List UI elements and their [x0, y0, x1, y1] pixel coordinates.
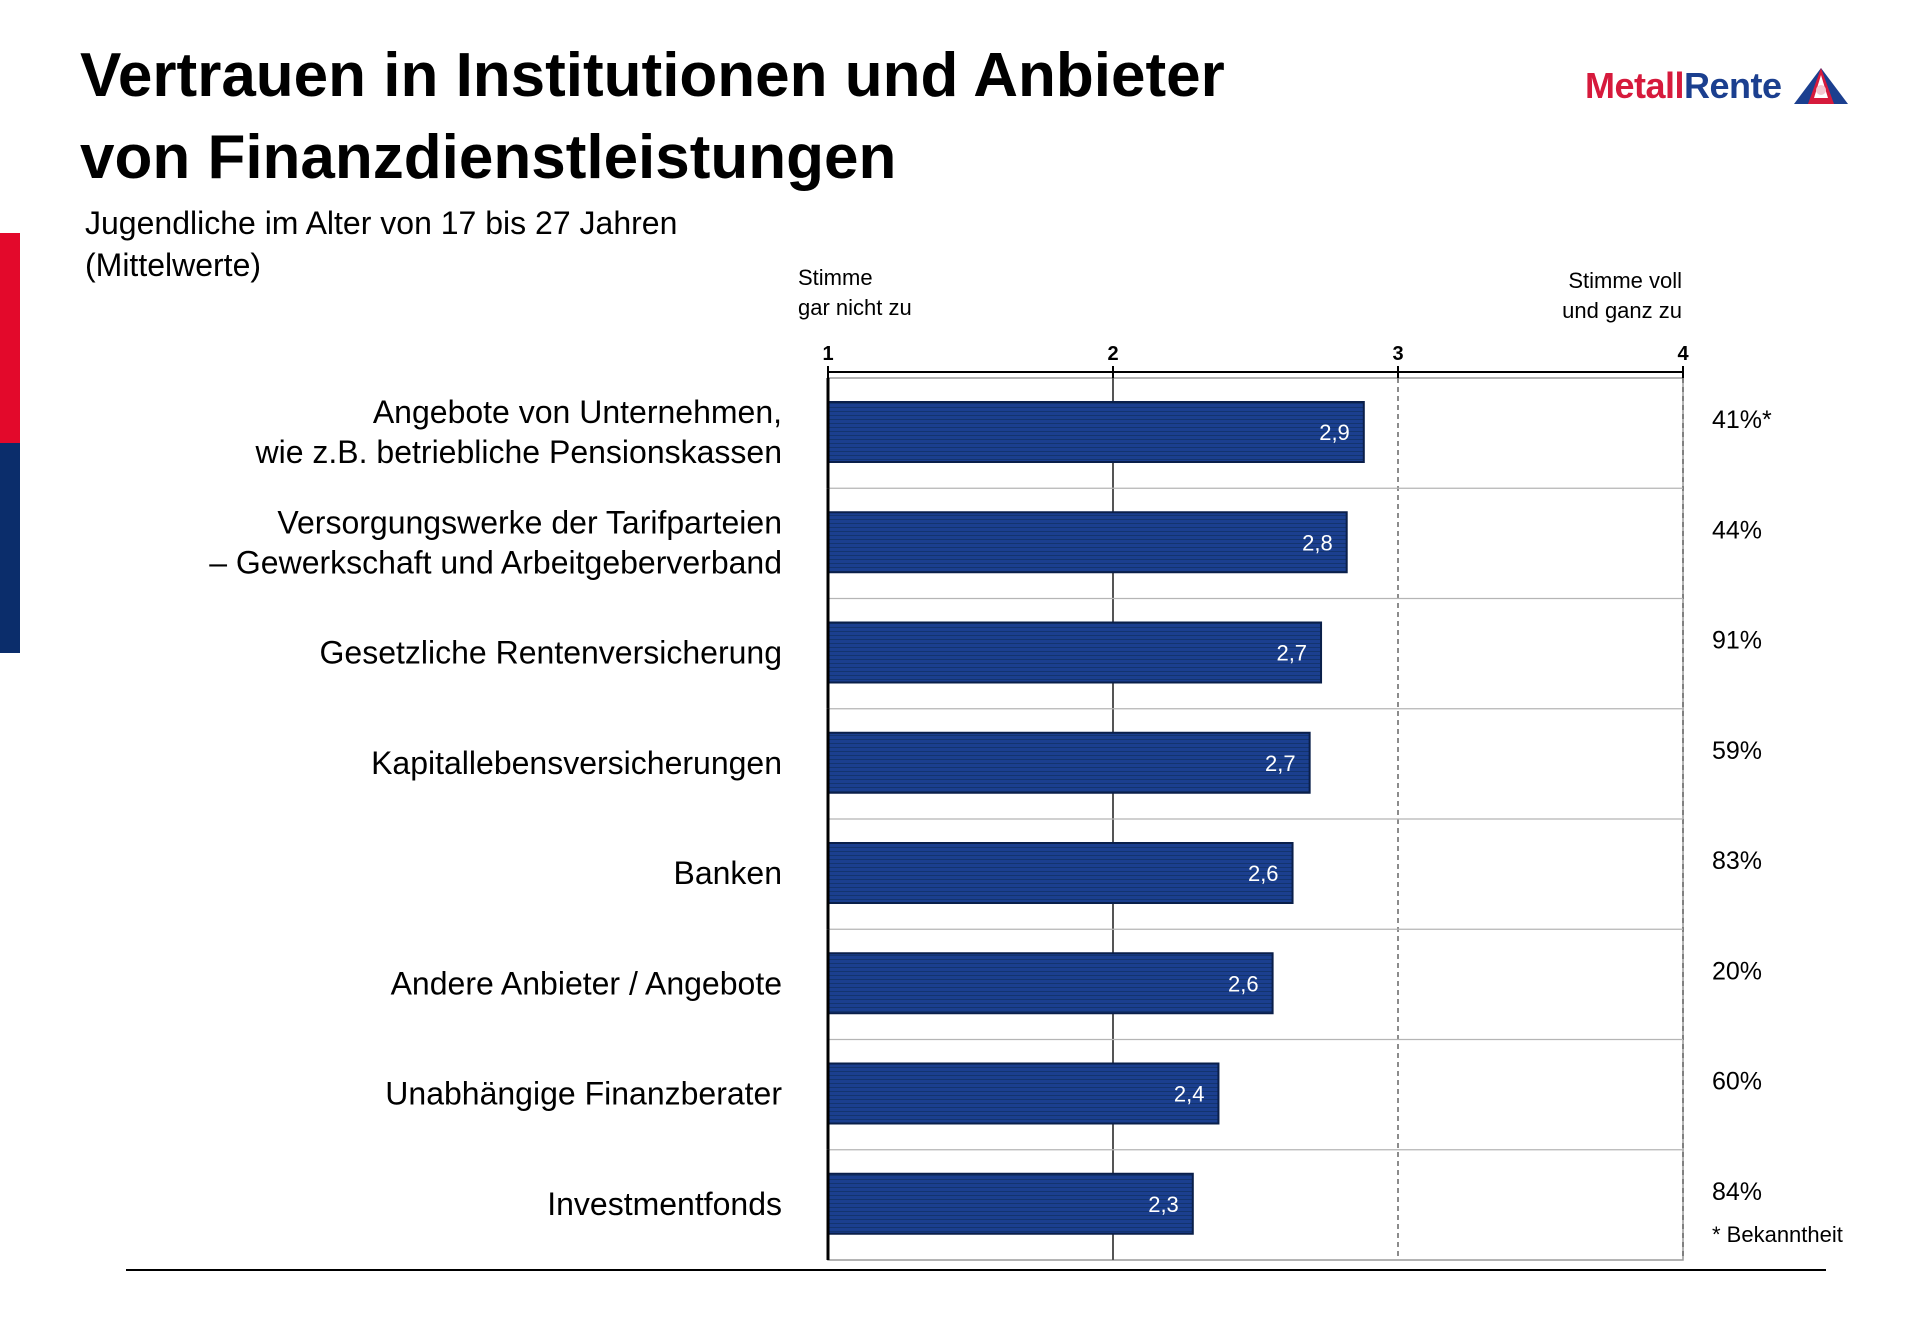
footnote: * Bekanntheit	[1712, 1222, 1843, 1247]
scale-left-line-1: Stimme	[798, 265, 873, 290]
page-title: Vertrauen in Institutionen und Anbieter …	[80, 35, 1360, 199]
logo-text-rente: Rente	[1684, 65, 1782, 106]
awareness-label: 59%	[1712, 737, 1762, 765]
bar	[827, 952, 1274, 1015]
category-label-line: Investmentfonds	[547, 1186, 782, 1222]
bar	[827, 401, 1365, 463]
accent-bar-blue	[0, 443, 20, 653]
category-label: Gesetzliche Rentenversicherung	[320, 635, 782, 671]
accent-bar-red	[0, 233, 20, 443]
bar	[827, 1062, 1220, 1125]
bar	[827, 621, 1323, 684]
bar	[827, 731, 1311, 794]
logo-triangle-icon	[1793, 68, 1848, 104]
scale-right-line-2: und ganz zu	[1562, 298, 1682, 323]
bar-value-label: 2,4	[1174, 1082, 1205, 1107]
category-label: Andere Anbieter / Angebote	[391, 965, 782, 1001]
category-label-line: Kapitallebensversicherungen	[371, 745, 782, 781]
logo-wordmark: MetallRente	[1585, 65, 1782, 107]
awareness-label: 41%*	[1712, 406, 1772, 434]
bar-value-label: 2,6	[1248, 861, 1279, 886]
bar-value-label: 2,6	[1228, 971, 1259, 996]
category-label: Versorgungswerke der Tarifparteien – Gewe…	[209, 504, 782, 580]
x-tick-label: 3	[1392, 343, 1403, 365]
scale-label-disagree: Stimme gar nicht zu	[798, 263, 912, 323]
category-label-line: Gesetzliche Rentenversicherung	[320, 635, 782, 671]
category-label-line: Andere Anbieter / Angebote	[391, 965, 782, 1001]
category-label-line: Angebote von Unternehmen,	[373, 394, 782, 430]
subtitle: Jugendliche im Alter von 17 bis 27 Jahre…	[85, 202, 785, 286]
category-label: Investmentfonds	[547, 1186, 782, 1222]
scale-left-line-2: gar nicht zu	[798, 295, 912, 320]
awareness-label: 60%	[1712, 1068, 1762, 1096]
category-label-line: wie z.B. betriebliche Pensionskassen	[255, 434, 783, 470]
bottom-divider	[126, 1269, 1826, 1271]
awareness-label: 44%	[1712, 516, 1762, 544]
category-label: Angebote von Unternehmen, wie z.B. betrie…	[255, 394, 783, 470]
title-line-1: Vertrauen in Institutionen und Anbieter	[80, 41, 1225, 110]
metallrente-logo: MetallRente	[1585, 62, 1885, 110]
bar-value-label: 2,7	[1276, 641, 1307, 666]
bar	[827, 842, 1294, 904]
x-tick-label: 4	[1677, 343, 1689, 365]
bar	[827, 511, 1348, 574]
scale-label-agree: Stimme voll und ganz zu	[1500, 266, 1682, 326]
logo-text-metall: Metall	[1585, 65, 1685, 106]
awareness-label: 91%	[1712, 627, 1762, 655]
category-label-line: Banken	[673, 855, 782, 891]
awareness-label: 84%	[1712, 1178, 1762, 1206]
bar	[827, 1172, 1194, 1235]
subtitle-line-1: Jugendliche im Alter von 17 bis 27 Jahre…	[85, 205, 678, 241]
category-label: Unabhängige Finanzberater	[385, 1076, 782, 1112]
category-label-line: Unabhängige Finanzberater	[385, 1076, 782, 1112]
category-label-line: Versorgungswerke der Tarifparteien	[277, 504, 782, 540]
scale-right-line-1: Stimme voll	[1568, 268, 1682, 293]
subtitle-line-2: (Mittelwerte)	[85, 247, 262, 283]
x-tick-label: 1	[822, 343, 833, 365]
bar-value-label: 2,3	[1148, 1192, 1179, 1217]
awareness-label: 83%	[1712, 847, 1762, 875]
awareness-label: 20%	[1712, 957, 1762, 985]
category-label: Banken	[673, 855, 782, 891]
title-line-2: von Finanzdienstleistungen	[80, 123, 897, 192]
x-tick-label: 2	[1107, 343, 1118, 365]
bar-value-label: 2,9	[1319, 420, 1350, 445]
category-label: Kapitallebensversicherungen	[371, 745, 782, 781]
bar-value-label: 2,8	[1302, 530, 1333, 555]
bar-value-label: 2,7	[1265, 751, 1296, 776]
category-label-line: – Gewerkschaft und Arbeitgeberverband	[209, 544, 782, 580]
